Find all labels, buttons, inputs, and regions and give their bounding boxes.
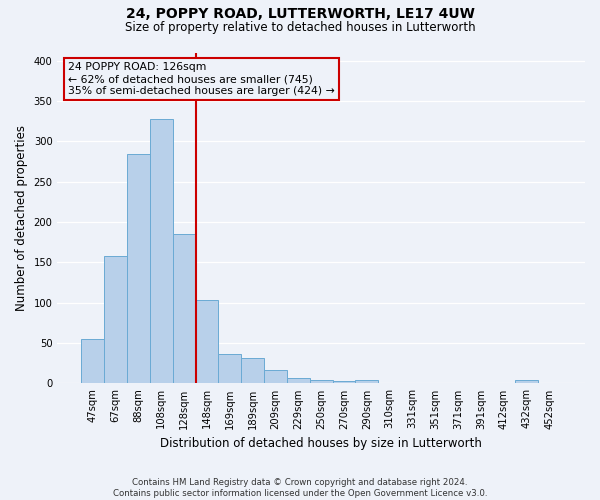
Bar xyxy=(241,358,264,384)
Bar xyxy=(515,380,538,384)
Text: Size of property relative to detached houses in Lutterworth: Size of property relative to detached ho… xyxy=(125,21,475,34)
Bar xyxy=(310,380,332,384)
Bar xyxy=(355,380,379,384)
Text: Contains HM Land Registry data © Crown copyright and database right 2024.
Contai: Contains HM Land Registry data © Crown c… xyxy=(113,478,487,498)
Bar xyxy=(173,234,196,384)
Bar xyxy=(264,370,287,384)
Bar xyxy=(127,154,150,384)
Bar xyxy=(150,118,173,384)
Y-axis label: Number of detached properties: Number of detached properties xyxy=(15,125,28,311)
Bar xyxy=(287,378,310,384)
Bar xyxy=(104,256,127,384)
Bar xyxy=(218,354,241,384)
Text: 24, POPPY ROAD, LUTTERWORTH, LE17 4UW: 24, POPPY ROAD, LUTTERWORTH, LE17 4UW xyxy=(125,8,475,22)
Text: 24 POPPY ROAD: 126sqm
← 62% of detached houses are smaller (745)
35% of semi-det: 24 POPPY ROAD: 126sqm ← 62% of detached … xyxy=(68,62,335,96)
Bar xyxy=(332,381,355,384)
Bar xyxy=(82,339,104,384)
X-axis label: Distribution of detached houses by size in Lutterworth: Distribution of detached houses by size … xyxy=(160,437,482,450)
Bar xyxy=(196,300,218,384)
